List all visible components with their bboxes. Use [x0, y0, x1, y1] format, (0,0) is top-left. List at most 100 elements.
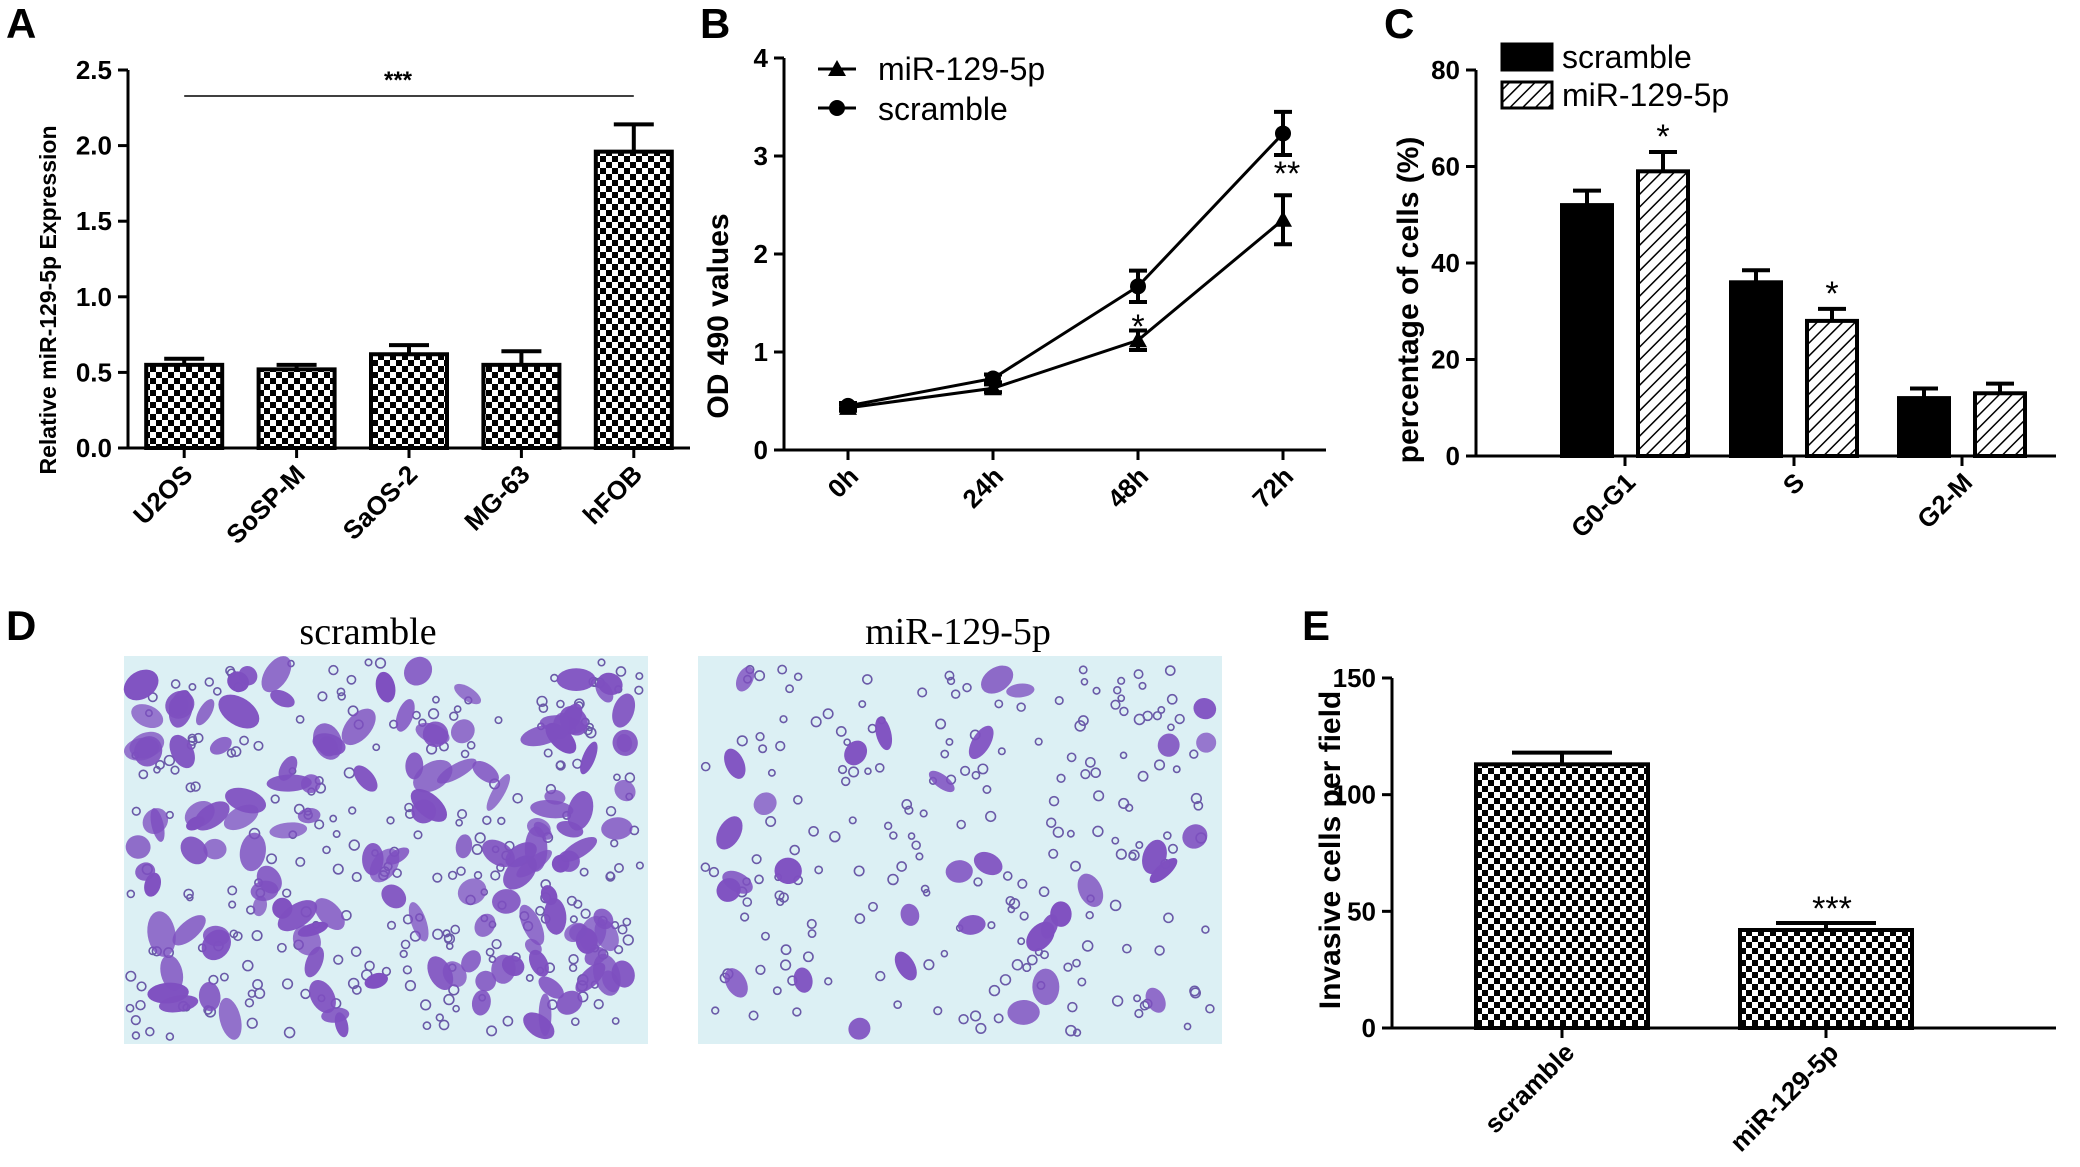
- panel-c-y-tick-label: 0: [1446, 441, 1460, 471]
- membrane-pore: [956, 819, 966, 830]
- membrane-pore: [982, 785, 992, 794]
- membrane-pore: [136, 981, 147, 992]
- membrane-pore: [1134, 1008, 1144, 1019]
- panel-b-y-axis-label: OD 490 values: [702, 213, 735, 418]
- micrograph-mir: [698, 656, 1222, 1044]
- membrane-pore: [614, 863, 624, 873]
- membrane-pore: [923, 959, 935, 971]
- membrane-pore: [443, 993, 455, 1006]
- membrane-pore: [573, 899, 583, 909]
- stained-cell: [981, 665, 1014, 694]
- membrane-pore: [348, 839, 361, 851]
- panel-label-a: A: [6, 0, 36, 47]
- stained-cell: [218, 694, 260, 729]
- membrane-pore: [364, 658, 373, 667]
- membrane-pore: [1167, 723, 1175, 732]
- membrane-pore: [1118, 797, 1130, 810]
- membrane-pore: [875, 970, 886, 982]
- membrane-pore: [350, 946, 362, 957]
- membrane-pore: [935, 718, 947, 730]
- membrane-pore: [862, 674, 873, 685]
- membrane-pore: [1045, 817, 1057, 828]
- membrane-pore: [940, 749, 950, 759]
- stained-cell: [900, 903, 920, 926]
- membrane-pore: [450, 924, 461, 935]
- membrane-pore: [933, 1006, 943, 1016]
- stained-cell: [614, 779, 636, 802]
- panel-b-legend-label-1: scramble: [878, 91, 1008, 127]
- stained-cell: [486, 774, 511, 811]
- membrane-pore: [755, 964, 766, 976]
- membrane-pore: [314, 819, 325, 830]
- membrane-pore: [1019, 911, 1029, 921]
- panel-c-bar: [1729, 280, 1783, 458]
- membrane-pore: [1115, 848, 1127, 860]
- membrane-pore: [958, 1013, 969, 1025]
- membrane-pore: [1201, 925, 1210, 934]
- membrane-pore: [328, 664, 339, 676]
- panel-b-legend-marker-triangle: [828, 60, 846, 76]
- stained-cell: [540, 885, 558, 906]
- membrane-pore: [1163, 831, 1172, 840]
- membrane-pore: [754, 670, 766, 682]
- stained-cell: [875, 716, 893, 751]
- micrograph-title-scramble: scramble: [299, 611, 436, 653]
- membrane-pore: [1119, 751, 1128, 760]
- stained-cell: [471, 989, 491, 1016]
- membrane-pore: [700, 761, 711, 772]
- membrane-pore: [854, 913, 866, 924]
- membrane-pore: [848, 816, 857, 825]
- membrane-pore: [452, 1004, 460, 1013]
- membrane-pore: [772, 986, 782, 996]
- membrane-pore: [997, 747, 1006, 756]
- panel-e-x-tick-label: scramble: [1478, 1037, 1580, 1139]
- membrane-pore: [829, 830, 841, 843]
- panel-a-bar: [593, 149, 674, 450]
- stained-cell: [1032, 968, 1060, 1006]
- membrane-pore: [188, 682, 197, 691]
- membrane-pore: [901, 799, 913, 810]
- membrane-pore: [402, 965, 413, 975]
- panel-a-bar: [481, 362, 562, 450]
- stained-cell: [1149, 858, 1178, 883]
- membrane-pore: [1011, 959, 1024, 971]
- membrane-pore: [1005, 895, 1016, 906]
- panel-a-y-tick-label: 2.0: [76, 131, 112, 161]
- membrane-pore: [864, 767, 872, 776]
- stained-cell: [269, 822, 308, 839]
- stained-cell: [1026, 921, 1055, 952]
- stained-cell: [501, 955, 525, 977]
- stained-cell: [472, 760, 499, 784]
- panel-c-bar: [1973, 391, 2027, 458]
- membrane-pore: [1167, 843, 1179, 854]
- membrane-pore: [917, 687, 928, 698]
- membrane-pore: [456, 866, 466, 876]
- panel-a-bar: [144, 362, 225, 450]
- membrane-pore: [754, 874, 764, 885]
- membrane-pore: [193, 732, 204, 744]
- membrane-pore: [332, 863, 344, 875]
- membrane-pore: [778, 892, 789, 903]
- stained-cell: [218, 997, 242, 1040]
- membrane-pore: [400, 939, 411, 950]
- stained-cell: [928, 770, 955, 793]
- stained-cell: [528, 949, 549, 977]
- stained-cell: [252, 895, 268, 917]
- membrane-pore: [145, 1026, 155, 1037]
- membrane-pore: [883, 821, 893, 831]
- stained-cell: [129, 731, 165, 759]
- membrane-pore: [1067, 1001, 1078, 1013]
- membrane-pore: [940, 949, 949, 958]
- membrane-pore: [1154, 945, 1165, 956]
- stained-cell: [461, 950, 481, 973]
- membrane-pore: [253, 740, 264, 751]
- panel-e-x-tick-label: miR-129-5p: [1724, 1037, 1844, 1157]
- membrane-pore: [792, 1007, 802, 1017]
- membrane-pore: [999, 974, 1012, 986]
- panel-b-series-line-1: [847, 132, 1285, 408]
- membrane-pore: [635, 861, 644, 870]
- panel-b-x-tick-label: 72h: [1246, 461, 1299, 514]
- membrane-pore: [993, 1013, 1004, 1024]
- stained-cell: [381, 884, 407, 909]
